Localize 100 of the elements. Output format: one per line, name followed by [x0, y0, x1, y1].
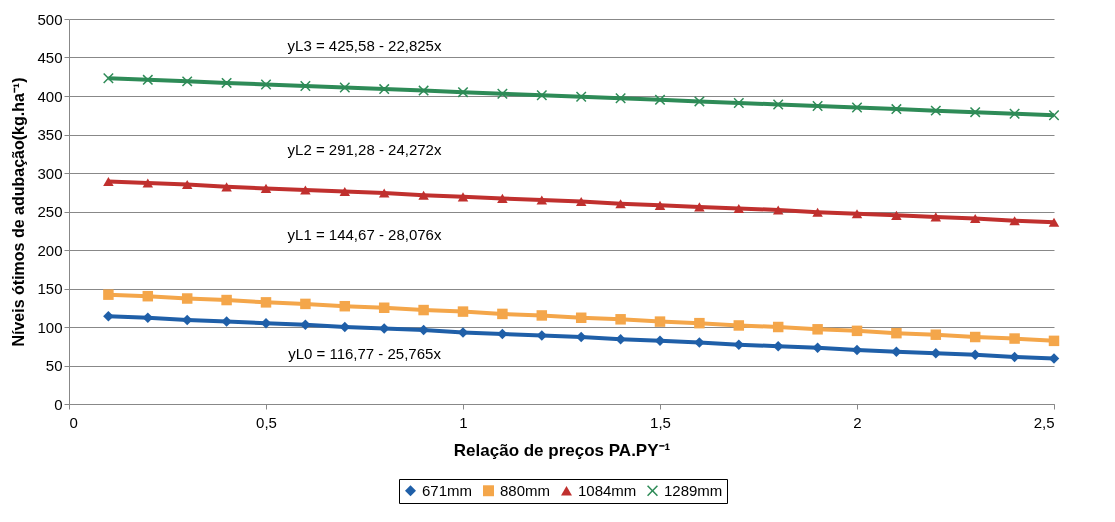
point [339, 186, 351, 197]
legend-label: 671mm [422, 481, 473, 499]
point [221, 182, 232, 192]
point [1009, 333, 1020, 344]
y-tick-label: 400 [37, 87, 63, 105]
y-tick-label: 150 [37, 280, 63, 297]
point [891, 210, 902, 220]
point [142, 290, 154, 302]
point [851, 209, 863, 219]
point [733, 203, 745, 213]
point [536, 310, 548, 321]
point [497, 328, 508, 340]
point [181, 180, 193, 190]
point [221, 77, 232, 89]
legend-label: 1084mm [578, 481, 637, 499]
point [418, 85, 429, 96]
point [851, 325, 863, 337]
point [260, 183, 272, 193]
point [418, 304, 429, 316]
point [536, 89, 548, 101]
point [1009, 216, 1020, 226]
point [615, 199, 626, 209]
point [300, 80, 311, 92]
point [1048, 335, 1060, 347]
point [142, 178, 154, 188]
point [378, 302, 390, 313]
point [930, 329, 942, 340]
point [181, 293, 193, 304]
x-tick-label: 1,5 [650, 413, 671, 431]
point [497, 308, 508, 320]
point [181, 76, 193, 87]
x-tick-label: 0 [69, 413, 78, 431]
point [654, 94, 666, 106]
point [812, 207, 823, 217]
legend-label: 1289mm [664, 481, 723, 499]
point [733, 97, 745, 109]
point [1048, 217, 1060, 227]
point [260, 297, 272, 308]
point [418, 190, 429, 200]
legend-label: 880mm [500, 481, 551, 499]
point [654, 200, 666, 210]
y-tick-label: 500 [37, 10, 63, 28]
y-tick-label: 300 [37, 164, 63, 182]
x-axis-title: Relação de preços PA.PY⁻¹ [453, 440, 671, 460]
point [1009, 351, 1020, 363]
y-axis-title: Níveis ótimos de adubação(kg.ha⁻¹) [10, 77, 28, 347]
point [457, 306, 469, 317]
y-tick-label: 100 [37, 318, 63, 336]
x-tick-label: 2,5 [1033, 413, 1055, 431]
point [930, 105, 942, 116]
y-tick-label: 350 [37, 126, 63, 143]
point [694, 96, 705, 107]
point [497, 88, 508, 99]
point [418, 324, 429, 336]
point [1009, 108, 1020, 119]
point [772, 205, 784, 215]
y-tick-label: 250 [37, 203, 63, 220]
point [654, 316, 666, 327]
y-tick-label: 0 [54, 395, 63, 413]
point [969, 331, 981, 343]
point [575, 196, 587, 207]
point [260, 79, 272, 90]
point [615, 314, 626, 325]
point [457, 192, 469, 202]
x-tick-label: 1 [459, 413, 468, 431]
point [969, 106, 981, 118]
point [694, 202, 705, 212]
point [575, 91, 587, 103]
point [694, 317, 705, 329]
point [733, 320, 745, 331]
y-tick-label: 450 [37, 49, 63, 66]
point [891, 327, 902, 339]
point [457, 86, 469, 98]
x-tick-label: 0,5 [256, 413, 277, 431]
point [812, 100, 823, 112]
annotation: yL1 = 144,67 - 28,076x [287, 225, 442, 243]
point [851, 102, 863, 113]
point [772, 321, 784, 333]
point [103, 176, 114, 187]
annotation: yL0 = 116,77 - 25,765x [288, 344, 442, 362]
point [300, 185, 311, 195]
point [103, 73, 114, 84]
point [142, 74, 154, 86]
point [969, 213, 981, 223]
point [812, 324, 823, 335]
x-tick-label: 2 [853, 413, 862, 431]
point [772, 99, 784, 110]
y-tick-label: 200 [37, 241, 63, 259]
point [300, 298, 311, 310]
point [221, 294, 232, 306]
point [103, 310, 114, 322]
point [575, 312, 587, 323]
point [339, 82, 351, 93]
point [891, 103, 902, 115]
point [378, 188, 390, 198]
point [497, 193, 508, 203]
point [1048, 110, 1060, 121]
point [378, 83, 390, 95]
point [339, 300, 351, 312]
point [103, 289, 114, 300]
